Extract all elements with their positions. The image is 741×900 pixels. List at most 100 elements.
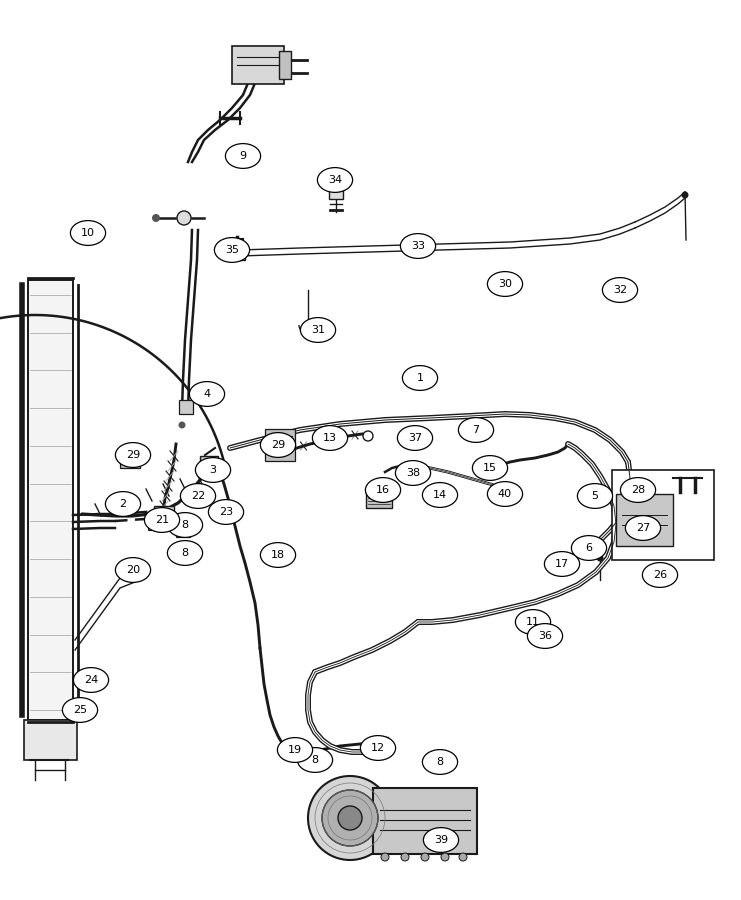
Ellipse shape [488, 272, 522, 296]
Circle shape [597, 554, 603, 562]
FancyBboxPatch shape [200, 456, 218, 478]
Ellipse shape [214, 238, 250, 263]
Ellipse shape [277, 738, 313, 762]
FancyBboxPatch shape [370, 737, 388, 753]
Text: 32: 32 [613, 285, 627, 295]
Ellipse shape [297, 748, 333, 772]
FancyBboxPatch shape [436, 755, 450, 765]
Circle shape [308, 776, 392, 860]
Ellipse shape [167, 541, 202, 565]
Ellipse shape [225, 144, 261, 168]
FancyBboxPatch shape [612, 470, 714, 560]
Text: 13: 13 [323, 433, 337, 443]
Text: 14: 14 [433, 490, 447, 500]
Text: 30: 30 [498, 279, 512, 289]
Text: 4: 4 [204, 389, 210, 399]
FancyBboxPatch shape [232, 46, 284, 84]
Text: 8: 8 [436, 757, 444, 767]
Ellipse shape [571, 536, 607, 561]
FancyBboxPatch shape [306, 755, 320, 765]
Circle shape [179, 421, 185, 428]
Ellipse shape [625, 516, 660, 540]
Ellipse shape [260, 433, 296, 457]
Text: 26: 26 [653, 570, 667, 580]
Text: 34: 34 [328, 175, 342, 185]
Text: 21: 21 [155, 515, 169, 525]
FancyBboxPatch shape [616, 494, 673, 546]
Ellipse shape [116, 443, 150, 467]
Ellipse shape [642, 562, 677, 588]
Ellipse shape [402, 365, 438, 391]
FancyBboxPatch shape [176, 551, 190, 561]
FancyBboxPatch shape [291, 742, 305, 756]
Ellipse shape [577, 483, 613, 508]
FancyBboxPatch shape [176, 527, 190, 537]
Text: 19: 19 [288, 745, 302, 755]
Text: 9: 9 [239, 151, 247, 161]
FancyBboxPatch shape [120, 448, 140, 468]
Ellipse shape [190, 382, 225, 407]
Circle shape [152, 214, 160, 222]
Text: 18: 18 [271, 550, 285, 560]
Ellipse shape [396, 461, 431, 485]
FancyBboxPatch shape [231, 244, 245, 260]
Text: 39: 39 [434, 835, 448, 845]
Text: 38: 38 [406, 468, 420, 478]
Ellipse shape [208, 500, 244, 525]
FancyBboxPatch shape [148, 516, 166, 530]
Text: 35: 35 [225, 245, 239, 255]
Ellipse shape [116, 558, 150, 582]
Circle shape [682, 192, 688, 199]
Ellipse shape [422, 482, 458, 508]
Text: 8: 8 [182, 520, 188, 530]
Ellipse shape [70, 220, 106, 246]
Ellipse shape [488, 482, 522, 507]
Text: 6: 6 [585, 543, 593, 553]
Ellipse shape [423, 828, 459, 852]
Circle shape [441, 853, 449, 861]
Ellipse shape [73, 668, 109, 692]
Text: 23: 23 [219, 507, 233, 517]
Ellipse shape [422, 750, 458, 774]
Text: 12: 12 [371, 743, 385, 753]
Ellipse shape [196, 457, 230, 482]
Text: 33: 33 [411, 241, 425, 251]
Circle shape [322, 790, 378, 846]
FancyBboxPatch shape [179, 400, 193, 414]
Text: 40: 40 [498, 489, 512, 499]
Text: 24: 24 [84, 675, 98, 685]
Ellipse shape [105, 491, 141, 517]
Polygon shape [24, 720, 77, 760]
Ellipse shape [317, 167, 353, 193]
Circle shape [459, 853, 467, 861]
Text: 29: 29 [126, 450, 140, 460]
Ellipse shape [528, 624, 562, 648]
Ellipse shape [180, 483, 216, 508]
FancyBboxPatch shape [329, 185, 343, 199]
Ellipse shape [167, 513, 202, 537]
Circle shape [401, 853, 409, 861]
Text: 20: 20 [126, 565, 140, 575]
Text: 10: 10 [81, 228, 95, 238]
Ellipse shape [473, 455, 508, 481]
FancyBboxPatch shape [279, 51, 291, 79]
Text: 17: 17 [555, 559, 569, 569]
Ellipse shape [397, 426, 433, 450]
Ellipse shape [365, 478, 401, 502]
Ellipse shape [62, 698, 98, 723]
Ellipse shape [545, 552, 579, 576]
Text: 15: 15 [483, 463, 497, 473]
Text: 8: 8 [311, 755, 319, 765]
Ellipse shape [400, 234, 436, 258]
Ellipse shape [459, 418, 494, 443]
Ellipse shape [516, 609, 551, 634]
Text: 37: 37 [408, 433, 422, 443]
Text: 25: 25 [73, 705, 87, 715]
Text: 16: 16 [376, 485, 390, 495]
Text: 1: 1 [416, 373, 424, 383]
FancyBboxPatch shape [366, 490, 392, 508]
Circle shape [177, 211, 191, 225]
Text: 36: 36 [538, 631, 552, 641]
Text: 3: 3 [210, 465, 216, 475]
Ellipse shape [360, 735, 396, 760]
